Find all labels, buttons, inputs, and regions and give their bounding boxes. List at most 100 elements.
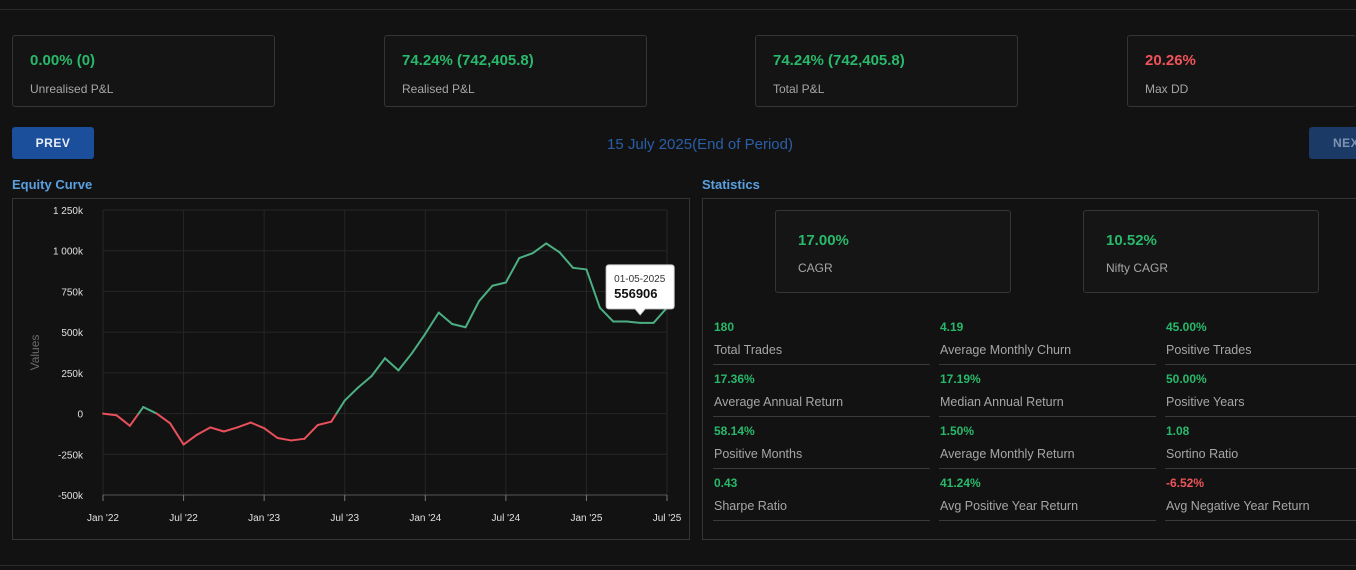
equity-line-segment (384, 357, 400, 372)
stat-label: Average Annual Return (714, 395, 844, 409)
equity-line-segment (290, 437, 306, 442)
stat-value: 4.19 (940, 320, 964, 334)
max-dd-value: 20.26% (1145, 52, 1196, 69)
equity-line-segment (209, 426, 225, 433)
stat-value: 0.43 (714, 476, 738, 490)
top-divider (0, 9, 1356, 10)
unrealised-pnl-card: 0.00% (0) Unrealised P&L (12, 35, 275, 107)
equity-line-segment (545, 242, 561, 254)
equity-line-segment (169, 422, 185, 446)
stat-label: Avg Negative Year Return (1166, 499, 1310, 513)
stat-label: Sharpe Ratio (714, 499, 787, 513)
stat-label: Average Monthly Return (940, 447, 1075, 461)
y-tick-label: 500k (61, 328, 84, 339)
y-tick-label: 750k (61, 287, 84, 298)
stat-label: Sortino Ratio (1166, 447, 1239, 461)
total-pnl-value: 74.24% (742,405.8) (773, 52, 905, 69)
equity-line-segment (115, 414, 131, 427)
stat-item: 50.00% Positive Years (1165, 368, 1356, 417)
equity-line-segment (142, 406, 158, 415)
stat-value: 1.50% (940, 424, 975, 438)
chart-tooltip: 01-05-2025 556906 (605, 264, 675, 316)
equity-line-segment (155, 412, 172, 425)
equity-curve-panel: -500k -250k 0 250k 500k 750k 1 000k 1 250k Jan … (12, 198, 690, 540)
stat-item: 45.00% Positive Trades (1165, 316, 1356, 365)
y-tick-label: -250k (58, 450, 84, 461)
equity-line-segment (236, 421, 252, 429)
chart-grid (102, 209, 668, 496)
equity-line-segment (128, 412, 140, 427)
y-tick-label: 1 000k (53, 247, 84, 258)
tooltip-value: 556906 (614, 286, 657, 301)
equity-line-segment (303, 423, 319, 440)
stat-label: Positive Years (1166, 395, 1245, 409)
equity-line-segment (357, 375, 373, 389)
next-button[interactable]: NEXT (1309, 127, 1356, 159)
total-pnl-label: Total P&L (773, 82, 825, 96)
equity-line-segment (572, 266, 588, 271)
equity-line-segment (451, 323, 467, 329)
cagr-label: CAGR (798, 261, 833, 275)
y-tick-label: 1 250k (53, 206, 84, 217)
equity-line-segment (330, 412, 338, 423)
max-dd-card: 20.26% Max DD (1127, 35, 1356, 107)
prev-button[interactable]: PREV (12, 127, 94, 159)
equity-line-segment (504, 257, 521, 284)
stat-value: 41.24% (940, 476, 981, 490)
equity-line-segment (370, 357, 386, 378)
max-dd-label: Max DD (1145, 82, 1189, 96)
equity-line-segment (316, 420, 333, 426)
y-tick-label: 250k (61, 369, 84, 380)
stat-label: Positive Months (714, 447, 803, 461)
cagr-value: 17.00% (798, 232, 849, 249)
equity-line-segment (652, 306, 668, 324)
x-tick-label: Jan '22 (87, 513, 119, 524)
cagr-card: 17.00% CAGR (775, 210, 1011, 293)
stat-value: 1.08 (1166, 424, 1190, 438)
equity-line-segment (196, 426, 212, 436)
bottom-divider (0, 565, 1356, 566)
period-label: 15 July 2025(End of Period) (607, 136, 793, 153)
equity-line-segment (182, 433, 198, 446)
equity-line-segment (137, 406, 145, 415)
tooltip-box (605, 264, 675, 316)
stat-value: -6.52% (1166, 476, 1205, 490)
equity-line-segment (478, 284, 494, 303)
stat-label: Positive Trades (1166, 343, 1252, 357)
total-pnl-card: 74.24% (742,405.8) Total P&L (755, 35, 1018, 107)
nifty-cagr-value: 10.52% (1106, 232, 1157, 249)
unrealised-pnl-value: 0.00% (0) (30, 52, 96, 69)
equity-chart[interactable]: -500k -250k 0 250k 500k 750k 1 000k 1 250k Jan … (13, 199, 689, 539)
nifty-cagr-label: Nifty CAGR (1106, 261, 1169, 275)
stat-label: Average Monthly Churn (940, 343, 1072, 357)
equity-line-segment (335, 399, 346, 415)
stat-item: 0.43 Sharpe Ratio (713, 472, 930, 521)
stat-item: 17.36% Average Annual Return (713, 368, 930, 417)
equity-line-segment (222, 426, 239, 433)
stat-item: 41.24% Avg Positive Year Return (939, 472, 1156, 521)
y-tick-label: 0 (77, 410, 83, 421)
realised-pnl-card: 74.24% (742,405.8) Realised P&L (384, 35, 647, 107)
x-tick-label: Jan '25 (570, 513, 602, 524)
equity-line-segment (558, 251, 574, 269)
stat-label: Avg Positive Year Return (940, 499, 1079, 513)
equity-line-segment (263, 427, 279, 439)
statistics-title: Statistics (702, 177, 760, 192)
stat-value: 45.00% (1166, 320, 1207, 334)
y-tick-label: -500k (58, 491, 84, 502)
y-axis-label: Values (28, 335, 42, 371)
stat-label: Median Annual Return (940, 395, 1064, 409)
nifty-cagr-card: 10.52% Nifty CAGR (1083, 210, 1319, 293)
stat-item: 4.19 Average Monthly Churn (939, 316, 1156, 365)
realised-pnl-label: Realised P&L (402, 82, 475, 96)
x-tick-label: Jan '23 (248, 513, 280, 524)
equity-line-segment (464, 300, 480, 329)
stat-value: 58.14% (714, 424, 755, 438)
equity-line-segment (397, 352, 413, 372)
equity-line-segment (518, 252, 534, 260)
equity-line-segment (598, 306, 615, 323)
stat-item: 58.14% Positive Months (713, 420, 930, 469)
equity-line-segment (249, 421, 266, 430)
realised-pnl-value: 74.24% (742,405.8) (402, 52, 534, 69)
x-axis-ticks: Jan '22 Jul '22 Jan '23 Jul '23 Jan '24 Jul '… (87, 495, 682, 524)
